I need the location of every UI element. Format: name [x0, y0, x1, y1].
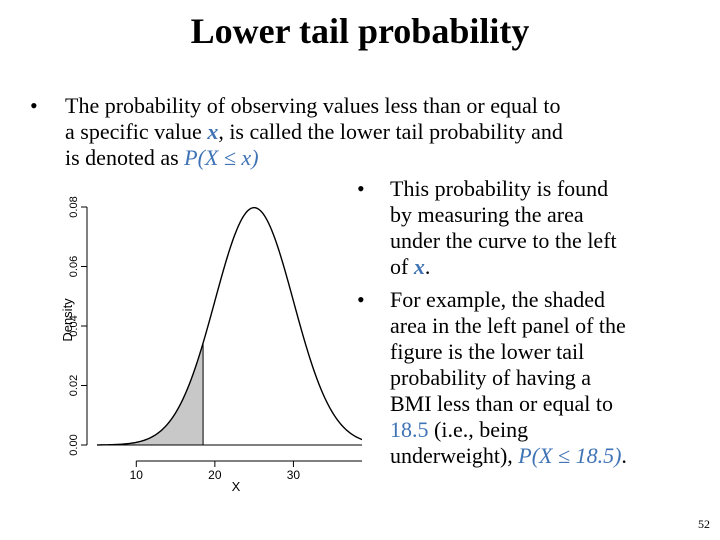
bullet-2-text: This probability is found by measuring t…	[390, 176, 617, 280]
bullet-3-line-7: underweight), P(X ≤ 18.5).	[390, 443, 627, 469]
density-chart: 0.000.020.040.060.0810203040 Density X	[60, 196, 362, 494]
bullet-1-line-3-pre: is denoted as	[65, 145, 185, 170]
bullet-2-line-2: by measuring the area	[390, 202, 584, 227]
y-axis-label: Density	[60, 298, 75, 342]
y-tick-label: 0.06	[68, 256, 80, 277]
probability-expression: P(X ≤ x)	[184, 145, 259, 170]
bullet-3-dot: •	[357, 287, 365, 312]
bullet-1-line-3: is denoted as P(X ≤ x)	[65, 145, 563, 171]
bullet-2-line-4-pre: of	[390, 254, 414, 279]
lower-tail-shaded-area	[97, 343, 204, 445]
example-probability-expression: P(X ≤ 18.5)	[518, 443, 622, 468]
bullet-3-line-3: figure is the lower tail	[390, 339, 585, 364]
x-tick-label: 30	[287, 468, 301, 482]
x-tick-label: 20	[208, 468, 222, 482]
page-number: 52	[698, 517, 710, 531]
bullet-3-line-1: For example, the shaded	[390, 287, 606, 312]
x-axis-label: X	[232, 479, 241, 494]
bullet-1-line-2: a specific value x, is called the lower …	[65, 119, 563, 145]
bullet-3-line-7-post: .	[621, 443, 627, 468]
bullet-2-line-1: This probability is found	[390, 176, 609, 201]
y-tick-label: 0.02	[68, 375, 80, 396]
bullet-3-line-4: probability of having a	[390, 365, 592, 390]
bmi-threshold-value: 18.5	[390, 417, 429, 442]
bullet-2-line-4: of x.	[390, 254, 617, 280]
bullet-2-line-4-post: .	[424, 254, 431, 279]
bullet-3-line-2: area in the left panel of the	[390, 313, 626, 338]
variable-x: x	[207, 119, 219, 144]
bullet-3-text: For example, the shaded area in the left…	[390, 287, 627, 469]
x-tick-label: 10	[130, 468, 144, 482]
bullet-1-line-2-pre: a specific value	[65, 119, 208, 144]
bullet-3-line-7-pre: underweight),	[390, 443, 519, 468]
bullet-1-line-2-post: , is called the lower tail probability a…	[218, 119, 563, 144]
bullet-2-line-3: under the curve to the left	[390, 228, 617, 253]
slide-title: Lower tail probability	[190, 11, 530, 51]
y-tick-label: 0.00	[68, 434, 80, 455]
variable-x-2: x	[413, 254, 425, 279]
y-tick-label: 0.08	[68, 196, 80, 217]
density-curve	[96, 206, 362, 446]
bullet-1-text: The probability of observing values less…	[65, 93, 563, 171]
bullet-3-line-5: BMI less than or equal to	[390, 391, 614, 416]
bullet-1-dot: •	[30, 93, 38, 118]
y-tick-label: 0.04	[68, 315, 80, 336]
bullet-3-line-6: 18.5 (i.e., being	[390, 417, 627, 443]
bullet-2-dot: •	[357, 176, 365, 201]
bullet-3-line-6-post: (i.e., being	[428, 417, 529, 442]
bullet-1-line-1: The probability of observing values less…	[65, 93, 561, 118]
